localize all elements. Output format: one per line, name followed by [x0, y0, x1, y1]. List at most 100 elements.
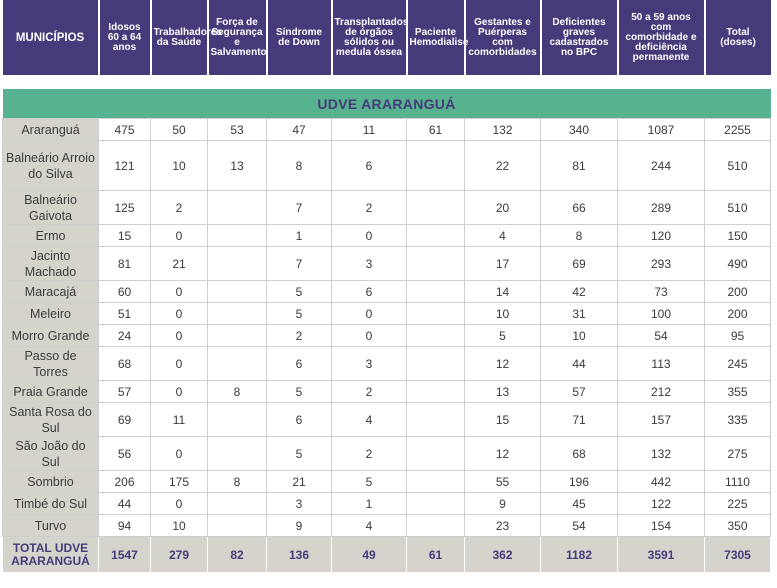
table-cell: 200: [704, 302, 771, 325]
table-cell: 5: [266, 380, 332, 403]
table-cell: [406, 190, 465, 225]
table-cell: 47: [266, 118, 332, 141]
vaccination-table: MUNICÍPIOS Idosos 60 a 64 anos Trabalhad…: [2, 0, 771, 573]
table-cell: 475: [98, 118, 151, 141]
total-cell: 1182: [540, 536, 618, 573]
table-cell: [207, 346, 267, 381]
table-cell: [406, 402, 465, 437]
table-cell: 95: [704, 324, 771, 347]
table-cell: 8: [540, 224, 618, 247]
table-cell: 11: [150, 402, 208, 437]
table-cell: 0: [150, 280, 208, 303]
table-cell: 5: [266, 436, 332, 471]
table-cell: 293: [617, 246, 705, 281]
header-hemodialise: Paciente Hemodialise: [405, 0, 468, 75]
table-row: Araranguá 475 50 53 47 11 61 132 340 1087 2255: [2, 118, 771, 141]
table-cell: 69: [540, 246, 618, 281]
table-cell: 12: [464, 346, 541, 381]
table-cell: 196: [540, 470, 618, 493]
table-cell: 157: [617, 402, 705, 437]
table-cell: 8: [266, 140, 332, 191]
table-cell: 68: [540, 436, 618, 471]
table-cell: [406, 280, 465, 303]
table-cell: 42: [540, 280, 618, 303]
table-cell: [406, 140, 465, 191]
table-cell: [406, 224, 465, 247]
table-cell: 60: [98, 280, 151, 303]
table-row: Jacinto Machado 81 21 7 3 17 69 293 490: [2, 246, 771, 281]
table-cell: 9: [464, 492, 541, 515]
header-deficientes-bpc: Deficientes graves cadastrados no BPC: [539, 0, 618, 75]
municipio-name: Passo de Torres: [2, 346, 99, 381]
table-cell: 6: [266, 402, 332, 437]
table-cell: 0: [150, 302, 208, 325]
table-cell: 225: [704, 492, 771, 515]
table-cell: 4: [331, 402, 407, 437]
table-cell: 0: [150, 492, 208, 515]
table-cell: 5: [266, 280, 332, 303]
table-cell: 206: [98, 470, 151, 493]
table-cell: 125: [98, 190, 151, 225]
table-cell: 61: [406, 118, 465, 141]
table-cell: 51: [98, 302, 151, 325]
table-cell: [207, 436, 267, 471]
header-forca-seguranca: Força de Segurança e Salvamento: [206, 0, 267, 75]
table-cell: 350: [704, 514, 771, 537]
table-cell: [406, 514, 465, 537]
table-cell: 1087: [617, 118, 705, 141]
table-cell: 150: [704, 224, 771, 247]
region-band: UDVE ARARANGUÁ: [2, 89, 771, 119]
table-cell: 355: [704, 380, 771, 403]
municipio-name: Praia Grande: [2, 380, 99, 403]
table-cell: 68: [98, 346, 151, 381]
municipio-name: Ermo: [2, 224, 99, 247]
table-cell: 335: [704, 402, 771, 437]
table-cell: 50: [150, 118, 208, 141]
municipio-name: São João do Sul: [2, 436, 99, 471]
table-row: Maracajá 60 0 5 6 14 42 73 200: [2, 280, 771, 303]
table-cell: [406, 246, 465, 281]
total-cell: 136: [266, 536, 332, 573]
table-cell: 21: [266, 470, 332, 493]
table-cell: 0: [150, 324, 208, 347]
table-cell: 57: [540, 380, 618, 403]
table-cell: 2: [331, 380, 407, 403]
table-cell: 0: [150, 380, 208, 403]
table-cell: 245: [704, 346, 771, 381]
table-cell: 120: [617, 224, 705, 247]
table-cell: 100: [617, 302, 705, 325]
table-cell: 10: [464, 302, 541, 325]
table-cell: 2: [266, 324, 332, 347]
table-row: Balneário Arroio do Silva 121 10 13 8 6 22 81 24…: [2, 140, 771, 191]
municipio-name: Santa Rosa do Sul: [2, 402, 99, 437]
table-cell: 490: [704, 246, 771, 281]
municipio-name: Morro Grande: [2, 324, 99, 347]
table-cell: 0: [331, 302, 407, 325]
table-cell: [207, 514, 267, 537]
table-cell: 5: [331, 470, 407, 493]
table-cell: 175: [150, 470, 208, 493]
table-cell: 275: [704, 436, 771, 471]
table-cell: 24: [98, 324, 151, 347]
table-cell: 510: [704, 140, 771, 191]
table-cell: 54: [540, 514, 618, 537]
table-cell: [207, 190, 267, 225]
header-idosos: Idosos 60 a 64 anos: [97, 0, 151, 75]
table-cell: 244: [617, 140, 705, 191]
table-cell: 1: [266, 224, 332, 247]
table-cell: 17: [464, 246, 541, 281]
table-cell: 2: [331, 436, 407, 471]
table-cell: [406, 302, 465, 325]
table-cell: [207, 324, 267, 347]
table-cell: 0: [331, 324, 407, 347]
table-cell: 11: [331, 118, 407, 141]
table-row: Timbé do Sul 44 0 3 1 9 45 122 225: [2, 492, 771, 515]
table-row: Praia Grande 57 0 8 5 2 13 57 212 355: [2, 380, 771, 403]
table-cell: 6: [331, 280, 407, 303]
table-cell: 54: [617, 324, 705, 347]
total-cell: 7305: [704, 536, 771, 573]
table-cell: 69: [98, 402, 151, 437]
table-cell: 3: [331, 246, 407, 281]
municipio-name: Sombrio: [2, 470, 99, 493]
table-cell: 154: [617, 514, 705, 537]
